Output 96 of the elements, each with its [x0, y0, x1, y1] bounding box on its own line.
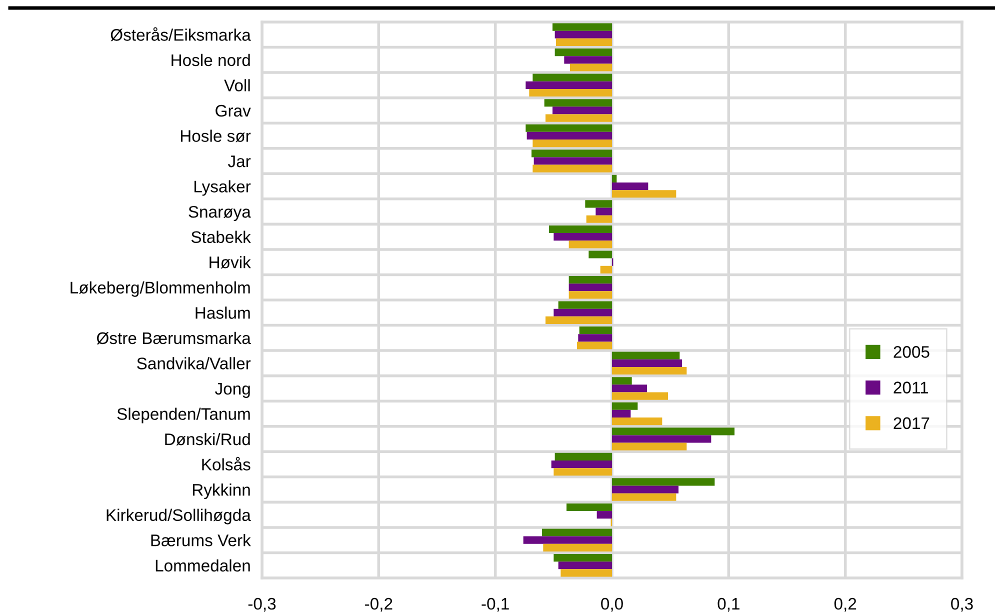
bar — [596, 511, 612, 519]
bar — [612, 428, 734, 436]
y-tick-label: Kirkerud/Sollihøgda — [106, 508, 251, 524]
bar — [568, 284, 612, 292]
x-tick-label: -0,1 — [482, 598, 509, 612]
bar — [586, 215, 612, 223]
bar — [560, 569, 612, 577]
bar — [546, 316, 612, 324]
bar — [554, 468, 612, 476]
bar — [542, 528, 612, 536]
y-tick-label: Jong — [215, 383, 250, 398]
bar — [546, 114, 612, 122]
bar — [612, 435, 712, 443]
bar — [529, 88, 612, 97]
bar — [534, 157, 612, 165]
bar — [612, 190, 676, 198]
bar — [612, 352, 680, 360]
bar — [554, 554, 612, 562]
bar — [596, 208, 612, 216]
bar — [554, 452, 612, 460]
x-tick-label: 0,0 — [601, 598, 623, 612]
bar — [532, 74, 612, 82]
y-tick-label: Slependen/Tanum — [117, 408, 250, 424]
bar — [568, 240, 612, 248]
bar — [554, 233, 612, 241]
bar — [612, 493, 676, 501]
bar — [558, 562, 612, 570]
legend-label: 2017 — [894, 417, 930, 430]
bar — [552, 23, 612, 31]
bar — [554, 308, 612, 316]
y-tick-label: Hosle nord — [172, 54, 250, 66]
bar — [612, 359, 682, 367]
bar — [549, 225, 612, 234]
bar — [532, 164, 612, 172]
bar — [526, 124, 612, 132]
bar — [612, 442, 687, 450]
y-tick-label: Løkeberg/Blommenholm — [70, 281, 250, 297]
bar — [612, 486, 678, 494]
y-tick-label: Haslum — [196, 306, 250, 319]
bar — [612, 366, 687, 375]
bar — [566, 503, 612, 512]
y-tick-label: Rykkinn — [192, 484, 250, 500]
bar — [532, 140, 612, 148]
bar — [552, 106, 612, 114]
bar — [577, 342, 612, 350]
bar — [526, 81, 612, 89]
bar — [554, 48, 612, 56]
bar — [554, 30, 612, 38]
bar — [600, 266, 612, 274]
bar — [564, 56, 612, 64]
bar — [612, 182, 648, 190]
legend-label: 2005 — [894, 346, 930, 358]
legend-label: 2011 — [894, 382, 928, 394]
x-tick-label: -0,3 — [248, 598, 276, 612]
y-tick-label: Lysaker — [194, 180, 251, 196]
x-tick-label: 0,1 — [718, 598, 740, 612]
bar — [612, 384, 647, 392]
x-tick-label: -0,2 — [365, 598, 392, 612]
bar — [585, 200, 612, 208]
bar — [570, 64, 612, 72]
bar — [568, 291, 612, 299]
bar — [551, 460, 612, 468]
y-tick-label: Østerås/Eiksmarka — [110, 27, 251, 42]
bar — [612, 418, 662, 426]
x-tick-label: 0,3 — [951, 598, 973, 612]
y-tick-label: Snarøya — [188, 206, 251, 222]
y-tick-label: Høvik — [210, 256, 251, 268]
bar — [523, 536, 612, 544]
bar — [544, 99, 612, 107]
bar — [612, 377, 632, 385]
bar — [526, 132, 612, 140]
bar — [558, 301, 612, 309]
x-tick-label: 0,2 — [834, 598, 856, 612]
bar — [543, 544, 612, 552]
bar — [556, 38, 612, 46]
y-tick-label: Dønski/Rud — [165, 432, 250, 446]
y-tick-label: Hosle sør — [180, 130, 251, 142]
y-tick-label: Voll — [224, 79, 250, 92]
bar — [612, 478, 715, 486]
bar — [612, 402, 638, 410]
y-tick-label: Kolsås — [202, 456, 250, 470]
bar — [579, 326, 612, 334]
bar — [588, 250, 612, 258]
y-tick-label: Stabekk — [191, 230, 251, 244]
y-tick-label: Jar — [228, 156, 251, 168]
bar — [612, 174, 617, 182]
bar — [612, 392, 668, 400]
y-tick-label: Bærums Verk — [151, 534, 251, 546]
y-tick-label: Sandvika/Valler — [137, 357, 251, 370]
y-tick-label: Østre Bærumsmarka — [96, 332, 251, 344]
bar — [568, 276, 612, 284]
y-tick-label: Grav — [216, 104, 251, 117]
bar — [612, 410, 631, 418]
bar — [578, 334, 612, 342]
bar — [532, 150, 612, 158]
y-tick-label: Lommedalen — [156, 559, 250, 572]
